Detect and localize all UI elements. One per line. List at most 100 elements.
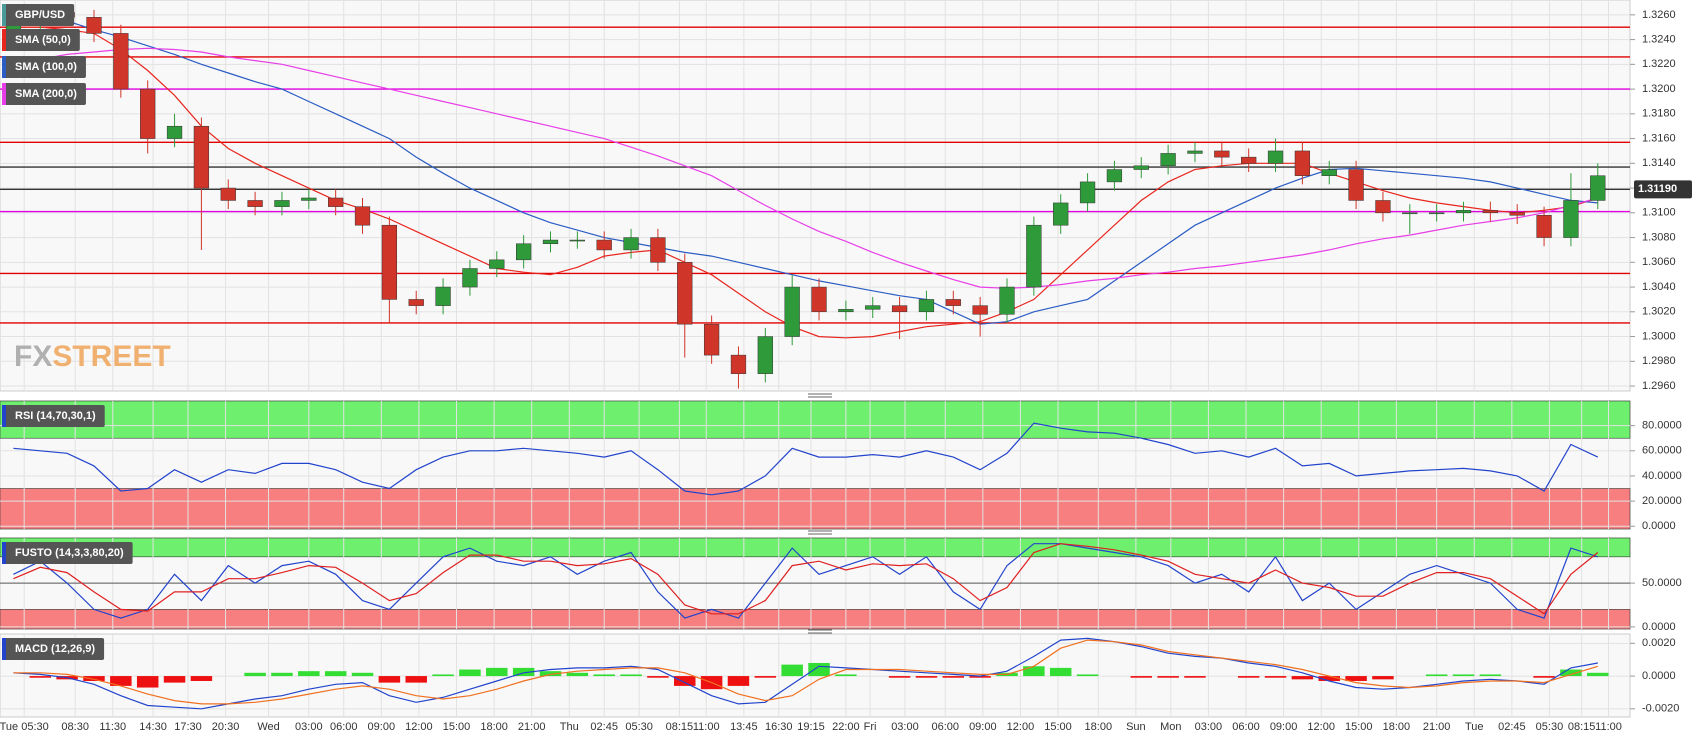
histogram-bar (808, 662, 830, 677)
y-tick-label: 1.2980 (1642, 355, 1676, 367)
candle-body (1482, 210, 1498, 214)
candle-body (784, 286, 800, 337)
histogram-bar (432, 674, 454, 677)
candle-body (328, 197, 344, 207)
histogram-bar (727, 676, 750, 686)
x-tick-label: 11:30 (99, 721, 126, 733)
indicator-line (13, 543, 1599, 615)
histogram-bar (566, 672, 589, 677)
sma-line (13, 47, 1598, 289)
candle-body (999, 286, 1015, 315)
candle-body (301, 197, 317, 201)
x-tick-label: 12:00 (1307, 721, 1335, 733)
x-tick-label: 13:45 (730, 721, 758, 733)
x-tick-label: 08:15 (1568, 721, 1596, 733)
legend-stripe (2, 405, 6, 427)
candle-body (650, 237, 666, 263)
x-tick-label: 09:00 (368, 721, 396, 733)
legend-item: SMA (100,0) (2, 56, 86, 78)
candle-body (1241, 156, 1257, 164)
candle-body (757, 336, 773, 374)
candle-body (1214, 150, 1230, 158)
histogram-bar (190, 676, 213, 681)
indicator-line (13, 639, 1598, 705)
y-tick-label: 1.3000 (1642, 330, 1676, 342)
x-tick-label: 21:00 (518, 721, 546, 733)
candle-body (1106, 169, 1123, 183)
candle-body (811, 286, 827, 313)
histogram-bar (512, 667, 535, 677)
candle-body (972, 305, 988, 315)
x-tick-label: 16:30 (765, 721, 793, 733)
candle-body (1294, 150, 1311, 176)
candle-body (865, 305, 881, 310)
histogram-bar (674, 676, 696, 686)
legend-label: GBP/USD (15, 9, 65, 21)
legend-label: FUSTO (14,3,3,80,20) (15, 547, 124, 559)
legend-item: MACD (12,26,9) (2, 638, 105, 660)
y-tick-label: -0.0020 (1642, 703, 1679, 715)
y-tick-label: 1.3040 (1642, 281, 1676, 293)
y-tick-label: 1.3100 (1642, 207, 1676, 219)
histogram-bar (1184, 676, 1206, 678)
watermark: FXSTREET (14, 340, 171, 373)
histogram-bar (1425, 674, 1448, 677)
histogram-bar (1157, 676, 1179, 678)
candle-body (1321, 169, 1337, 176)
histogram-bar (1237, 676, 1260, 678)
histogram-bar (298, 671, 320, 677)
legend-item: SMA (50,0) (2, 29, 80, 51)
histogram-bar (969, 676, 991, 678)
indicator-line (13, 637, 1598, 710)
y-tick-label: 1.3060 (1642, 256, 1676, 268)
x-tick-label: 09:00 (969, 721, 997, 733)
x-tick-label: 19:15 (797, 721, 825, 733)
candle-body (247, 200, 263, 207)
oversold-zone (0, 488, 1631, 530)
x-tick-label: Fri (864, 721, 877, 733)
candle-body (1160, 153, 1176, 167)
candle-body (220, 187, 236, 201)
histogram-bar (1372, 676, 1394, 680)
histogram-bar (1023, 666, 1045, 677)
legend-box (2, 405, 105, 427)
histogram-bar (29, 676, 52, 678)
candle-body (274, 200, 290, 207)
histogram-bar (1533, 676, 1555, 678)
candle-body (569, 239, 585, 242)
histogram-bar (888, 676, 911, 678)
legend-box (2, 56, 86, 78)
x-tick-label: 06:00 (931, 721, 959, 733)
candle-body (381, 224, 398, 300)
x-tick-label: 18:00 (1383, 721, 1411, 733)
candle-body (596, 239, 612, 251)
y-tick-label: 1.3020 (1642, 306, 1676, 318)
candle-body (489, 259, 505, 269)
x-tick-label: 11:00 (1595, 721, 1622, 733)
candle-body (1133, 165, 1149, 170)
x-tick-label: 08:15 (666, 721, 694, 733)
x-tick-label: 03:00 (295, 721, 323, 733)
x-tick-label: 06:00 (1232, 721, 1260, 733)
candle-body (703, 323, 720, 356)
x-tick-label: 15:00 (1044, 721, 1072, 733)
legend-box (2, 29, 80, 51)
histogram-bar (1587, 672, 1609, 677)
candle-body (86, 17, 102, 34)
histogram-bar (647, 676, 669, 678)
legend-stripe (2, 542, 6, 564)
oversold-zone (0, 609, 1631, 630)
y-tick-label: 1.3260 (1642, 9, 1676, 21)
histogram-bar (244, 672, 266, 677)
candle-body (623, 237, 639, 251)
x-tick-label: 17:30 (174, 721, 202, 733)
legend-stripe (2, 83, 6, 105)
histogram-bar (1049, 667, 1072, 677)
x-tick-label: 18:00 (480, 721, 508, 733)
histogram-bar (1345, 676, 1367, 681)
y-tick-label: 1.3200 (1642, 83, 1676, 95)
candle-body (730, 354, 747, 374)
candle-body (1079, 181, 1096, 204)
histogram-bar (539, 671, 562, 677)
